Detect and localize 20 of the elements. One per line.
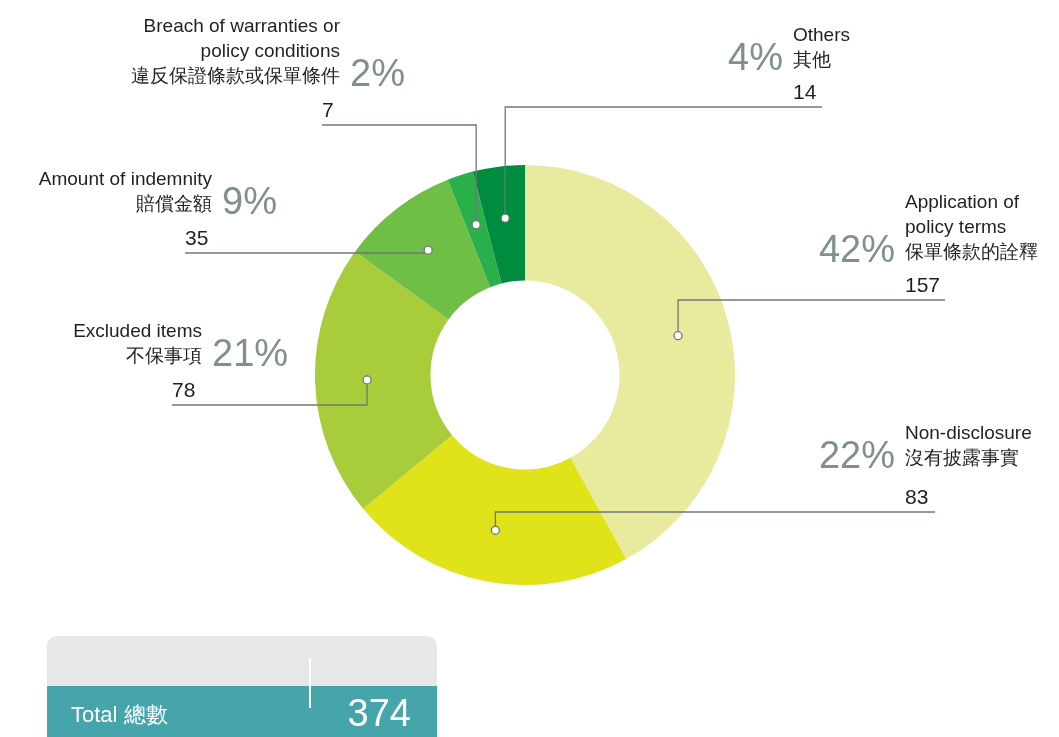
text: 78 <box>172 378 196 401</box>
text: 83 <box>905 485 929 508</box>
slice-label: Excluded items 不保事項 <box>73 320 202 366</box>
text: 14 <box>793 80 817 103</box>
slice-label: Breach of warranties or policy conditions 違反保證條款或保單條件 <box>131 15 341 86</box>
slice-label: Application of policy terms 保單條款的詮釋 <box>905 191 1038 262</box>
text: 7 <box>322 98 334 121</box>
data-label: 4% <box>728 36 783 78</box>
slice-label: Amount of indemnity 賠償金額 <box>38 168 213 214</box>
text: 157 <box>905 273 941 296</box>
data-label: 42% <box>818 228 895 270</box>
data-label: 21% <box>212 332 289 374</box>
data-label: 2% <box>350 52 405 94</box>
text: Total 總數 <box>71 701 168 729</box>
data-label: 22% <box>818 434 895 476</box>
data-label: 9% <box>222 180 277 222</box>
text: 374 <box>347 692 411 735</box>
slice-label: Non-disclosure 沒有披露事實 <box>905 422 1032 468</box>
text: 35 <box>185 226 209 249</box>
slice-label: Others 其他 <box>793 24 851 70</box>
